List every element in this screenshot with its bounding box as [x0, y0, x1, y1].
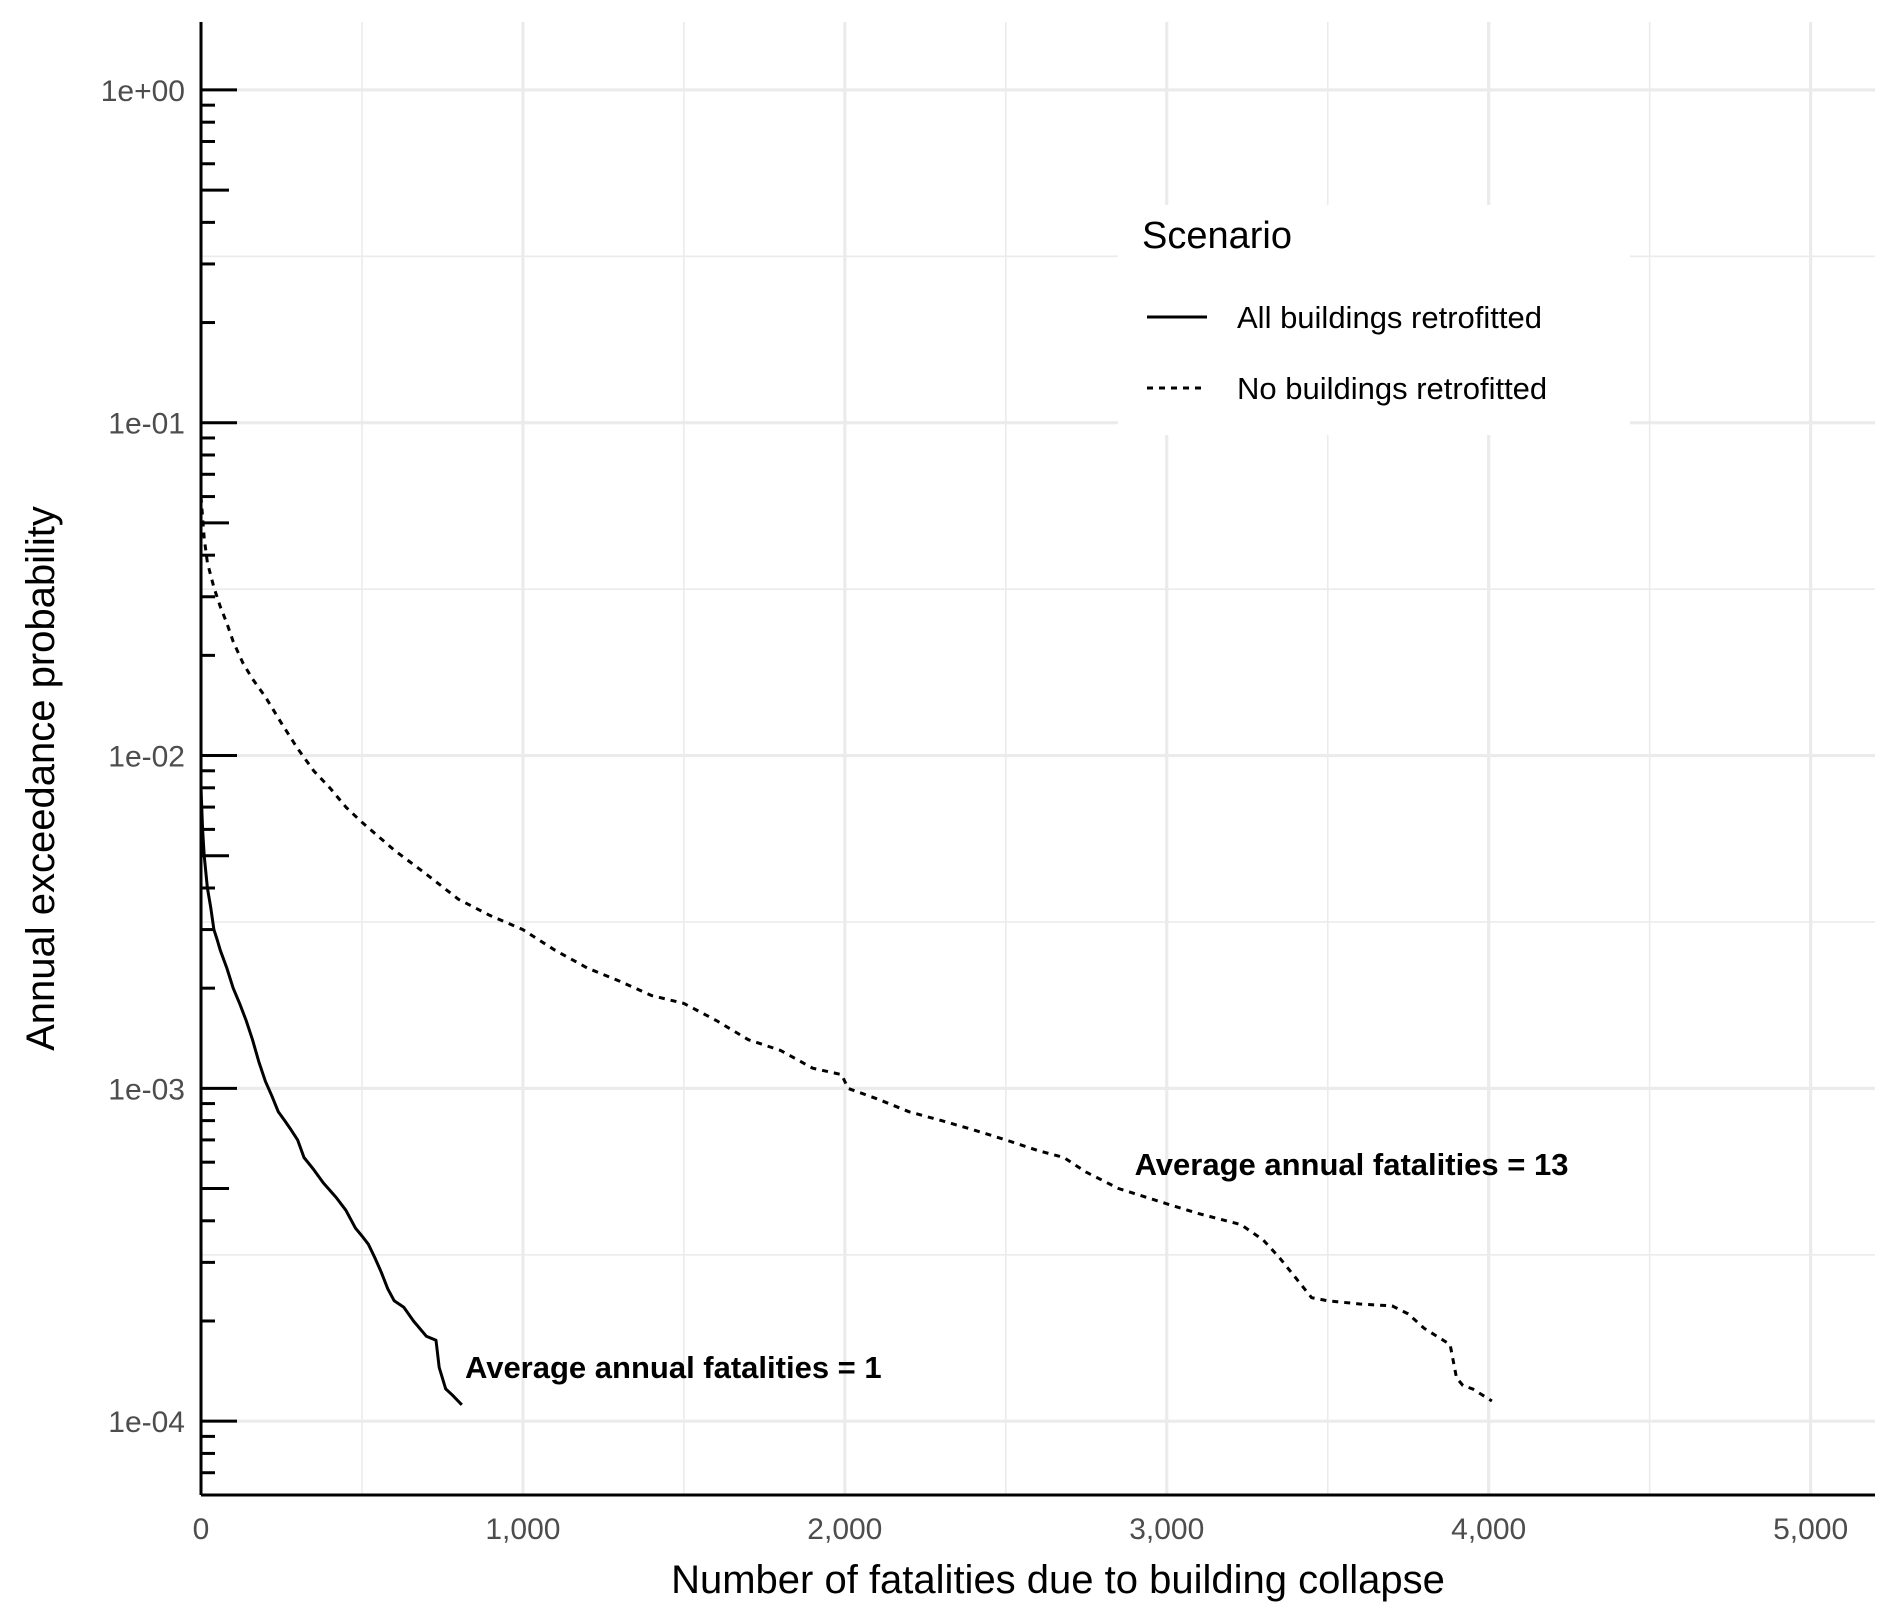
x-tick-label: 0 [193, 1513, 210, 1546]
series-line-none-retrofitted [199, 496, 1493, 1403]
legend-label-all-retrofitted: All buildings retrofitted [1237, 300, 1542, 335]
x-tick-label: 1,000 [485, 1513, 560, 1546]
y-tick-label: 1e-04 [108, 1406, 185, 1439]
annotation-not-retrofitted: Average annual fatalities = 13 [1135, 1147, 1569, 1182]
x-tick-label: 3,000 [1129, 1513, 1204, 1546]
x-tick-label: 2,000 [807, 1513, 882, 1546]
x-tick-label: 5,000 [1773, 1513, 1848, 1546]
y-tick-label: 1e-02 [108, 741, 185, 774]
legend-background [1118, 205, 1630, 435]
x-ticks: 0 1,000 2,000 3,000 4,000 5,000 [193, 1513, 1848, 1546]
y-tick-label: 1e-03 [108, 1073, 185, 1106]
series-layer [199, 496, 1493, 1406]
grid-major [199, 22, 1875, 1495]
annotation-retrofitted: Average annual fatalities = 1 [465, 1350, 882, 1385]
series-line-all-retrofitted [199, 787, 463, 1406]
x-axis-title: Number of fatalities due to building col… [671, 1558, 1445, 1602]
y-ticks: 1e+00 1e-01 1e-02 1e-03 1e-04 [101, 75, 237, 1439]
legend: Scenario All buildings retrofitted No bu… [1118, 205, 1630, 435]
legend-title: Scenario [1142, 215, 1292, 257]
y-axis-title: Annual exceedance probability [19, 506, 63, 1051]
x-tick-label: 4,000 [1451, 1513, 1526, 1546]
y-tick-label: 1e-01 [108, 408, 185, 441]
y-tick-label: 1e+00 [101, 75, 185, 108]
legend-label-none-retrofitted: No buildings retrofitted [1237, 371, 1547, 406]
y-minor-ticks [201, 103, 229, 1497]
